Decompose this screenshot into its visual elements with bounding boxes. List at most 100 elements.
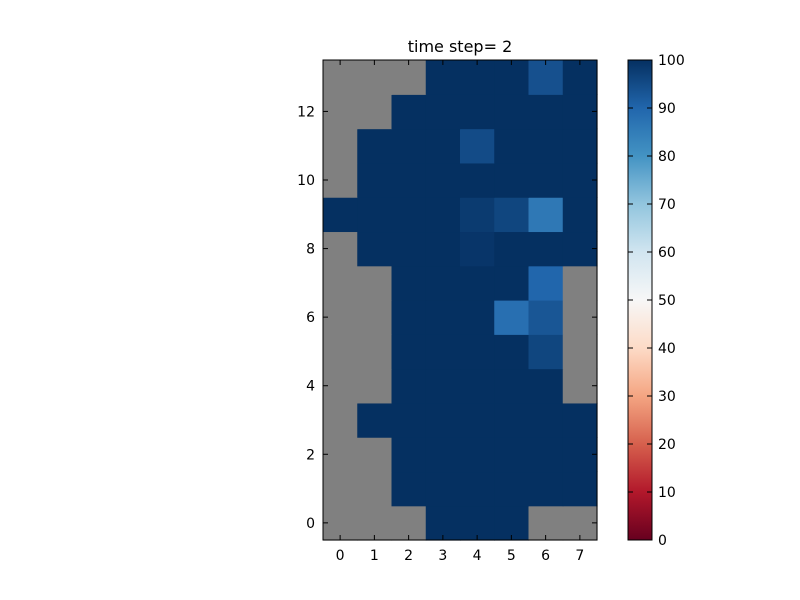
heatmap-cell: [460, 334, 495, 370]
heatmap-cell-missing: [562, 368, 598, 404]
heatmap-cell: [460, 94, 495, 130]
heatmap-cell: [528, 197, 564, 233]
heatmap-cell: [460, 231, 495, 267]
heatmap-cell-missing: [357, 60, 393, 95]
heatmap-cell-missing: [323, 368, 358, 404]
y-tick-label: 0: [306, 516, 315, 532]
heatmap-cell: [494, 368, 530, 404]
heatmap-cell: [357, 128, 393, 164]
heatmap-cell-missing: [391, 505, 427, 541]
heatmap-cell-missing: [357, 300, 393, 335]
heatmap-cell: [425, 334, 461, 370]
heatmap-cell-missing: [323, 94, 358, 130]
heatmap-cell: [391, 197, 427, 233]
y-tick-label: 2: [306, 447, 315, 463]
heatmap-cell: [391, 162, 427, 198]
heatmap-cell: [391, 334, 427, 370]
heatmap-cell: [494, 231, 530, 267]
heatmap-cell: [425, 471, 461, 507]
x-tick-label: 6: [541, 548, 550, 564]
heatmap-cell: [425, 60, 461, 95]
heatmap-cell: [528, 437, 564, 473]
heatmap-cell: [460, 265, 495, 301]
heatmap-cell: [391, 471, 427, 507]
heatmap-cell: [391, 231, 427, 267]
heatmap-cell: [425, 162, 461, 198]
y-tick-label: 4: [306, 379, 315, 395]
heatmap-cell: [494, 265, 530, 301]
heatmap-cell-missing: [323, 334, 358, 370]
colorbar-tick-label: 20: [658, 437, 676, 453]
heatmap-cell: [460, 505, 495, 541]
heatmap-cell: [391, 94, 427, 130]
x-tick-label: 2: [404, 548, 413, 564]
heatmap-cell: [425, 94, 461, 130]
heatmap-cell: [391, 265, 427, 301]
y-axis: 0 2 4 6 8 10 12: [297, 104, 597, 532]
x-axis: 0 1 2 3 4 5 6 7: [336, 60, 584, 564]
y-tick-label: 8: [306, 242, 315, 258]
heatmap-cell: [391, 128, 427, 164]
heatmap-cell-missing: [357, 505, 393, 541]
x-tick-label: 3: [438, 548, 447, 564]
heatmap-cell: [425, 505, 461, 541]
heatmap-cell: [494, 334, 530, 370]
heatmap-cell: [323, 197, 358, 233]
heatmap-cell: [425, 300, 461, 335]
heatmap-cell-missing: [562, 265, 598, 301]
plot-frame: [322, 59, 598, 541]
colorbar-tick-label: 70: [658, 197, 676, 213]
x-tick-label: 5: [507, 548, 516, 564]
heatmap-cell-missing: [562, 505, 598, 541]
colorbar-tick-label: 10: [658, 485, 676, 501]
heatmap-cell: [425, 437, 461, 473]
heatmap-cell-missing: [323, 265, 358, 301]
heatmap-cell: [460, 402, 495, 438]
heatmap-cell: [562, 128, 598, 164]
heatmap-cell-missing: [357, 437, 393, 473]
heatmap-cell: [460, 197, 495, 233]
heatmap-cell: [528, 162, 564, 198]
heatmap-cell: [494, 471, 530, 507]
heatmap-cell: [494, 402, 530, 438]
heatmap-cell: [494, 128, 530, 164]
heatmap-cell: [460, 368, 495, 404]
heatmap-cell-missing: [323, 231, 358, 267]
heatmap-cell: [425, 265, 461, 301]
heatmap-cell: [528, 368, 564, 404]
heatmap-cell-missing: [562, 334, 598, 370]
heatmap-cell: [391, 437, 427, 473]
heatmap-cell: [357, 162, 393, 198]
heatmap-cell-missing: [323, 128, 358, 164]
heatmap-cell-missing: [323, 60, 358, 95]
heatmap-cell: [391, 368, 427, 404]
heatmap-cell: [562, 437, 598, 473]
heatmap-cell: [460, 60, 495, 95]
heatmap-cell: [494, 94, 530, 130]
heatmap-cell: [425, 231, 461, 267]
heatmap-cell: [425, 197, 461, 233]
heatmap-cell: [425, 402, 461, 438]
y-tick-label: 10: [297, 173, 315, 189]
heatmap-cell-missing: [323, 300, 358, 335]
heatmap-cell-missing: [323, 505, 358, 541]
heatmap-cell: [460, 300, 495, 335]
heatmap-cell: [425, 368, 461, 404]
chart-title: time step= 2: [408, 37, 513, 56]
colorbar-tick-label: 60: [658, 245, 676, 261]
heatmap-cell: [494, 437, 530, 473]
heatmap-cell: [494, 300, 530, 335]
heatmap-cell: [528, 60, 564, 95]
heatmap-cell: [528, 334, 564, 370]
x-tick-label: 0: [336, 548, 345, 564]
heatmap-cell: [425, 128, 461, 164]
heatmap-cell: [528, 128, 564, 164]
heatmap-cell: [562, 162, 598, 198]
heatmap-cell: [460, 437, 495, 473]
colorbar-tick-label: 80: [658, 149, 676, 165]
heatmap-cell: [391, 300, 427, 335]
heatmap-cell: [528, 300, 564, 335]
x-tick-label: 1: [370, 548, 379, 564]
heatmap-cell: [460, 162, 495, 198]
